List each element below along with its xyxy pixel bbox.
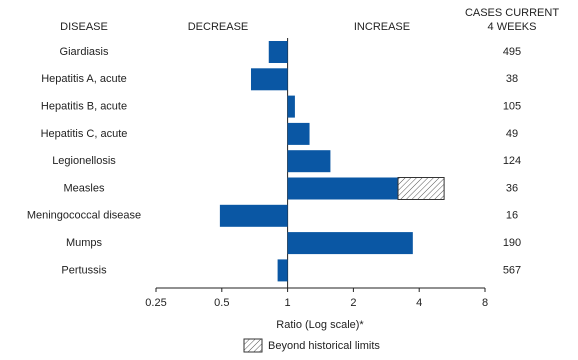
category-label: Giardiasis <box>60 46 109 58</box>
category-label: Hepatitis B, acute <box>41 101 127 113</box>
x-tick-label: 0.5 <box>214 297 229 309</box>
bar-beyond-limits <box>397 177 445 200</box>
legend-label: Beyond historical limits <box>268 340 380 352</box>
bar <box>268 41 288 63</box>
x-tick-label: 8 <box>482 297 488 309</box>
header-increase: INCREASE <box>354 21 410 33</box>
category-label: Pertussis <box>61 264 107 276</box>
cases-label: 36 <box>506 182 518 194</box>
category-label: Meningococcal disease <box>27 210 141 222</box>
cases-label: 16 <box>506 210 518 222</box>
category-label: Measles <box>64 182 105 194</box>
bar <box>287 150 331 173</box>
bar <box>287 95 295 118</box>
bar <box>287 177 399 200</box>
bar <box>250 68 288 91</box>
header-cases: 4 WEEKS <box>488 21 537 33</box>
category-label: Hepatitis A, acute <box>41 73 127 85</box>
cases-label: 190 <box>503 237 521 249</box>
cases-label: 49 <box>506 128 518 140</box>
x-tick-label: 1 <box>285 297 291 309</box>
x-tick-label: 2 <box>350 297 356 309</box>
bar <box>287 232 413 255</box>
cases-label: 38 <box>506 73 518 85</box>
header-disease: DISEASE <box>60 21 108 33</box>
x-tick-label: 0.25 <box>145 297 166 309</box>
bar <box>219 204 288 227</box>
category-label: Mumps <box>66 237 103 249</box>
category-label: Hepatitis C, acute <box>41 128 128 140</box>
cases-label: 124 <box>503 155 521 167</box>
header-cases: CASES CURRENT <box>465 7 559 19</box>
header-decrease: DECREASE <box>188 21 249 33</box>
x-tick-label: 4 <box>416 297 422 309</box>
bar <box>277 259 288 282</box>
category-label: Legionellosis <box>52 155 116 167</box>
bar <box>287 122 310 145</box>
legend-swatch <box>243 338 263 353</box>
x-axis-label: Ratio (Log scale)* <box>276 319 364 331</box>
cases-label: 567 <box>503 264 521 276</box>
cases-label: 495 <box>503 46 521 58</box>
cases-label: 105 <box>503 101 521 113</box>
